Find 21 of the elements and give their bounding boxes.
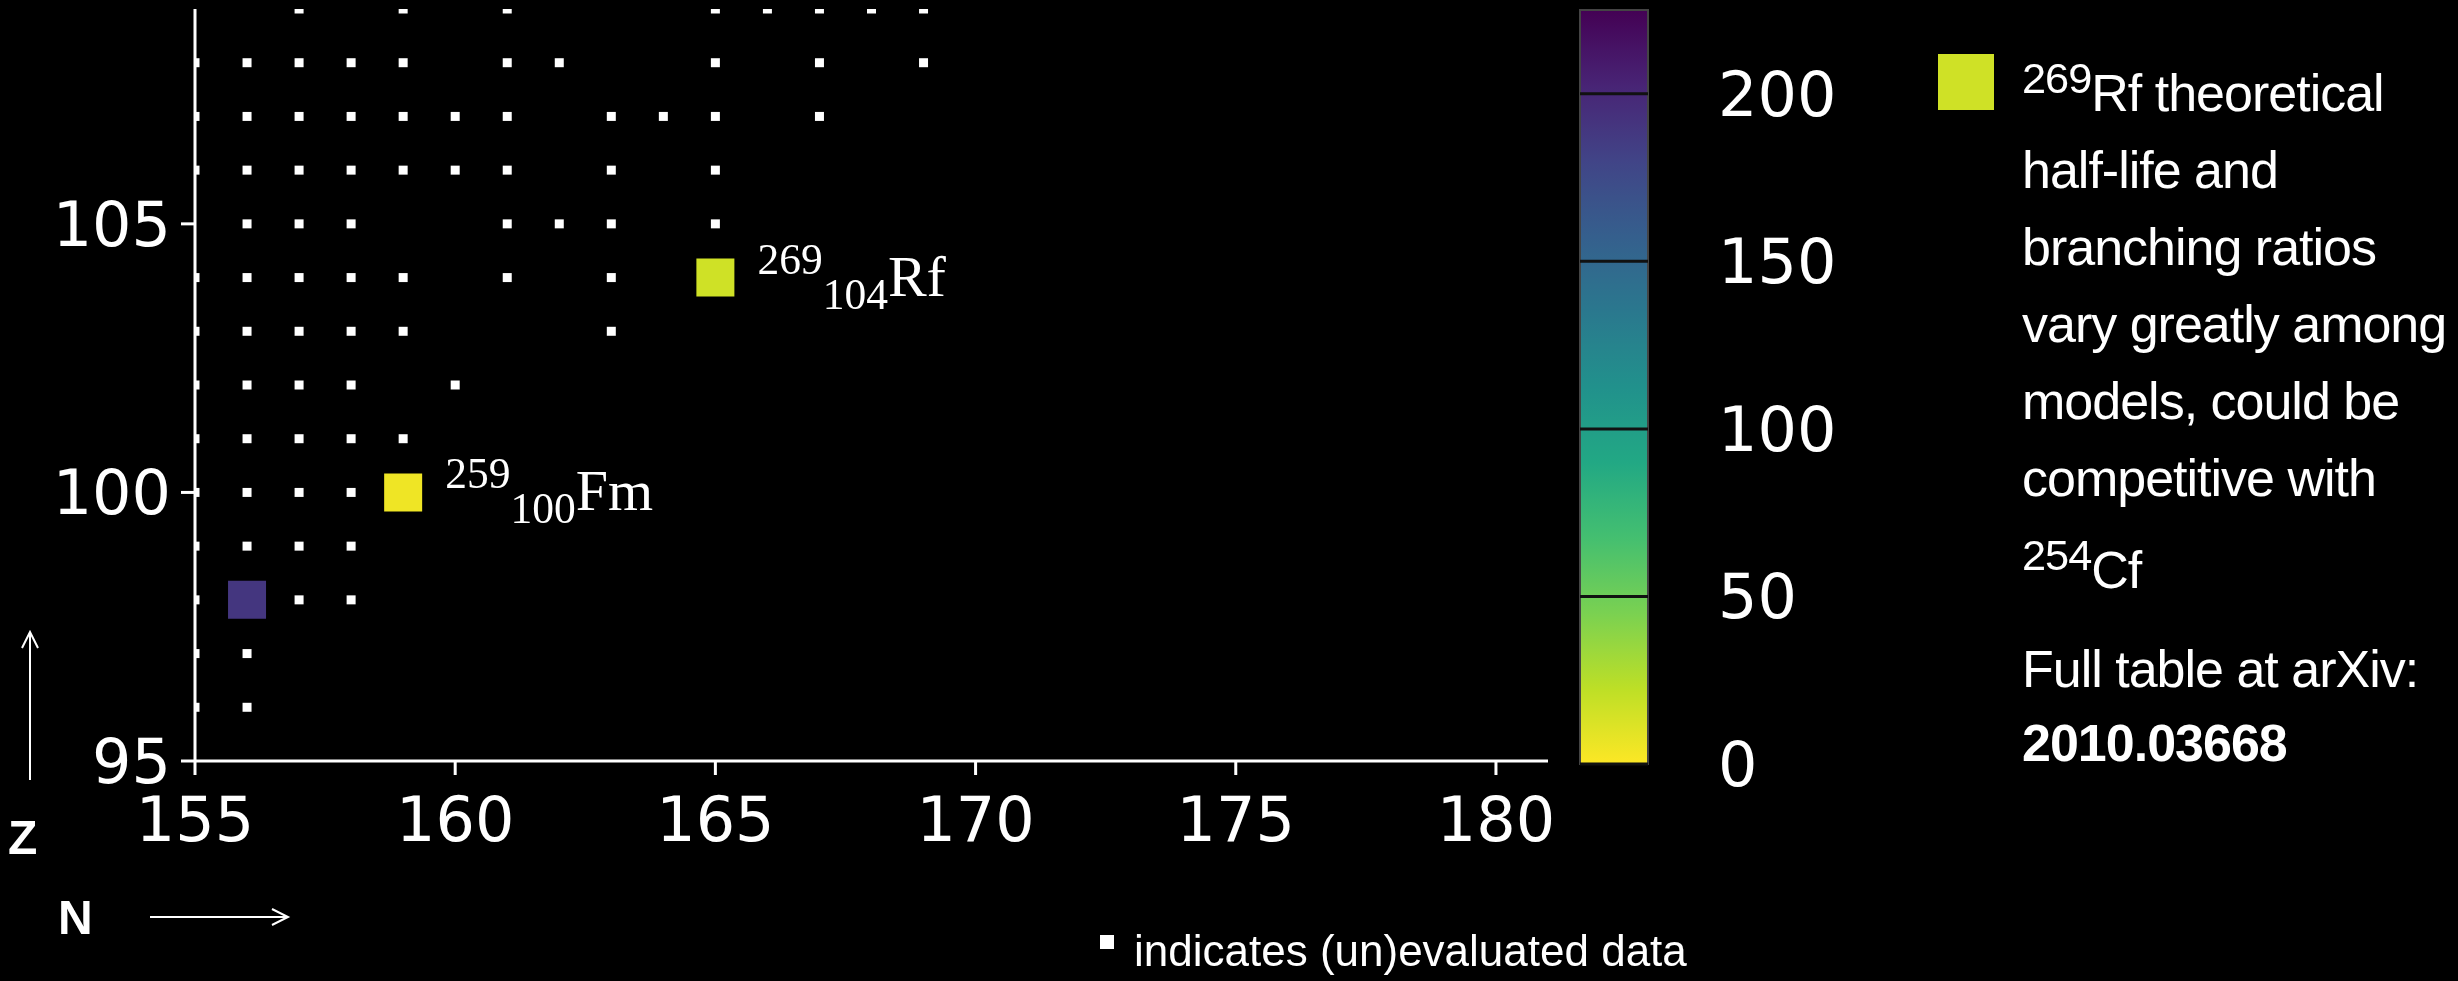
text: 2010.03668 bbox=[2022, 712, 2288, 774]
text: $^{269}$Rf theoretical half-life and branching ratios vary greatly among models, could be competitive with $^{254}$Cf bbox=[2022, 54, 2447, 600]
color-bar-label: 100 bbox=[1718, 392, 1837, 466]
y-axis-title: Z bbox=[8, 810, 38, 865]
color-bar-label: 50 bbox=[1718, 560, 1797, 634]
point bbox=[228, 580, 267, 619]
y-tick-label: 105 bbox=[52, 187, 171, 261]
text: Full table at arXiv: bbox=[2022, 638, 2420, 700]
point bbox=[696, 258, 735, 297]
x-axis-title: N bbox=[58, 890, 93, 945]
point bbox=[384, 473, 423, 512]
x-tick-label: 175 bbox=[1176, 783, 1295, 857]
color-bar-label: 200 bbox=[1718, 57, 1837, 131]
legend-label: indicates (un)evaluated data bbox=[1134, 926, 1687, 976]
y-tick-label: 100 bbox=[52, 456, 171, 530]
x-tick-label: 170 bbox=[916, 783, 1035, 857]
color-bar-label: 150 bbox=[1718, 225, 1837, 299]
x-tick-label: 165 bbox=[656, 783, 775, 857]
color-bar-label: 0 bbox=[1718, 728, 1758, 801]
x-tick-label: 180 bbox=[1436, 783, 1556, 857]
x-tick-label: 160 bbox=[396, 783, 515, 857]
